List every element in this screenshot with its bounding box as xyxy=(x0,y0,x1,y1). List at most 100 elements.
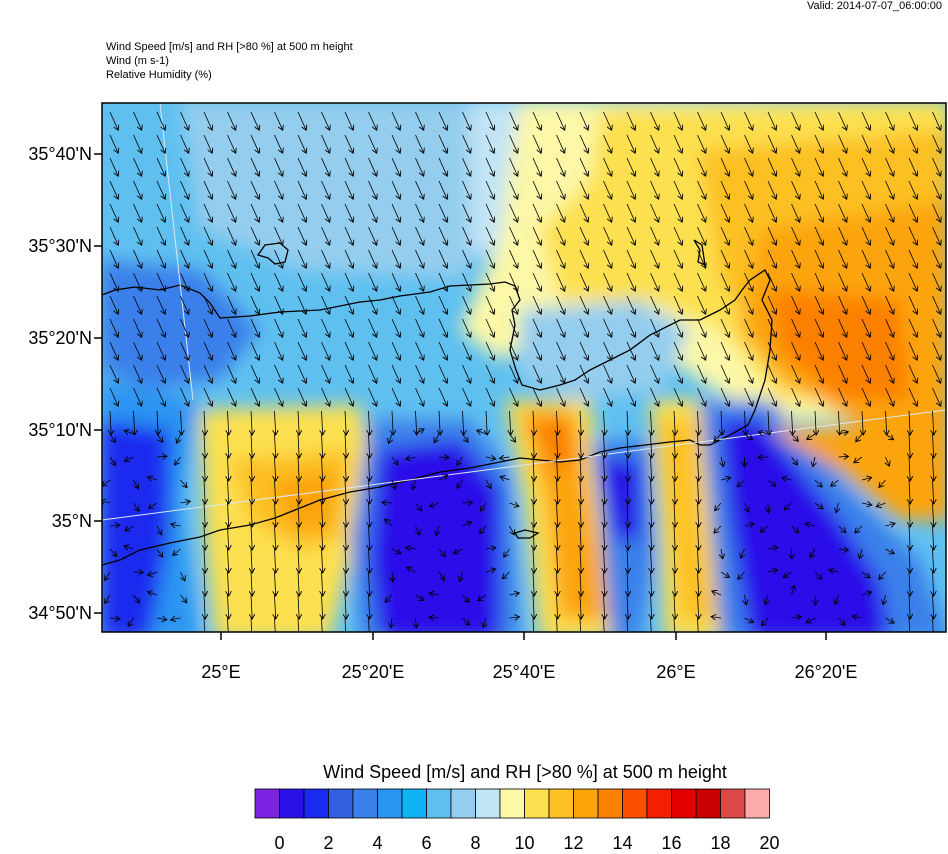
wind-arrow xyxy=(204,479,205,504)
wind-arrow xyxy=(932,180,941,199)
wind-arrow xyxy=(275,410,276,435)
wind-arrow xyxy=(698,456,699,481)
wind-arrow xyxy=(509,295,518,314)
wind-arrow xyxy=(180,341,189,360)
wind-arrow xyxy=(109,456,115,466)
wind-arrow xyxy=(767,295,776,314)
wind-arrow xyxy=(744,341,753,360)
wind-arrow xyxy=(838,341,847,360)
wind-arrow xyxy=(298,525,299,550)
lon-label: 26°E xyxy=(656,662,695,682)
wind-arrow xyxy=(579,341,588,360)
wind-arrow xyxy=(204,548,205,573)
wind-arrow xyxy=(274,295,283,314)
wind-arrow xyxy=(204,433,205,458)
wind-arrow xyxy=(885,295,894,314)
wind-arrow xyxy=(133,479,139,489)
wind-arrow xyxy=(438,249,447,268)
wind-arrow xyxy=(180,272,189,291)
wind-arrow xyxy=(885,203,894,222)
wind-arrow xyxy=(345,479,346,504)
wind-arrow xyxy=(438,157,447,176)
wind-arrow xyxy=(861,592,872,595)
wind-arrow xyxy=(369,433,370,458)
wind-arrow xyxy=(603,203,612,222)
wind-arrow xyxy=(180,364,189,383)
wind-arrow xyxy=(297,111,306,130)
wind-arrow xyxy=(932,272,941,291)
wind-arrow xyxy=(861,387,870,406)
wind-arrow xyxy=(651,479,652,504)
wind-arrow xyxy=(580,479,581,504)
wind-arrow xyxy=(744,157,753,176)
wind-arrow xyxy=(480,502,487,511)
wind-arrow xyxy=(791,157,800,176)
wind-vectors xyxy=(102,111,941,632)
wind-arrow xyxy=(509,593,520,595)
wind-arrow xyxy=(908,111,917,130)
wind-arrow xyxy=(604,525,605,550)
wind-arrow xyxy=(580,433,581,458)
wind-arrow xyxy=(885,548,895,554)
wind-arrow xyxy=(321,111,330,130)
wind-arrow xyxy=(133,157,142,176)
wind-arrow xyxy=(767,203,776,222)
wind-arrow xyxy=(698,594,699,619)
wind-arrow xyxy=(697,134,706,153)
wind-arrow xyxy=(908,617,911,632)
colorbar xyxy=(254,788,770,819)
wind-arrow xyxy=(415,341,424,360)
colorbar-cell xyxy=(377,788,403,819)
wind-arrow xyxy=(792,586,795,596)
wind-arrow xyxy=(720,180,729,199)
wind-arrow xyxy=(149,502,158,508)
wind-arrow xyxy=(580,548,581,573)
wind-arrow xyxy=(109,180,118,199)
wind-arrow xyxy=(933,594,934,619)
wind-arrow xyxy=(204,410,205,435)
wind-arrow xyxy=(109,364,118,383)
wind-arrow xyxy=(297,134,306,153)
wind-arrow xyxy=(274,318,283,337)
wind-arrow xyxy=(580,456,581,481)
wind-arrow xyxy=(391,318,400,337)
wind-arrow xyxy=(711,617,722,618)
wind-arrow xyxy=(651,502,652,527)
wind-arrow xyxy=(533,571,534,596)
wind-arrow xyxy=(204,571,205,596)
wind-arrow xyxy=(203,111,212,130)
wind-arrow xyxy=(932,111,941,130)
wind-arrow xyxy=(767,341,776,360)
wind-arrow xyxy=(204,502,205,527)
wind-arrow xyxy=(604,548,605,573)
wind-arrow xyxy=(532,134,541,153)
wind-arrow xyxy=(298,410,299,435)
wind-arrow xyxy=(250,157,259,176)
wind-arrow xyxy=(227,295,236,314)
wind-arrow xyxy=(250,387,259,406)
wind-arrow xyxy=(415,111,424,130)
wind-arrow xyxy=(758,432,769,434)
wind-arrow xyxy=(861,318,870,337)
wind-arrow xyxy=(156,203,165,222)
wind-arrow xyxy=(838,157,847,176)
wind-arrow xyxy=(181,571,186,581)
wind-arrow xyxy=(509,226,518,245)
wind-arrow xyxy=(109,618,120,619)
wind-arrow xyxy=(626,180,635,199)
wind-arrow xyxy=(745,594,747,605)
wind-arrow xyxy=(227,180,236,199)
wind-arrow xyxy=(556,341,565,360)
wind-arrow xyxy=(720,157,729,176)
wind-arrow xyxy=(462,157,471,176)
wind-arrow xyxy=(227,617,229,632)
wind-arrow xyxy=(720,226,729,245)
wind-arrow xyxy=(673,157,682,176)
axis-labels: 35°40'N 35°30'N 35°20'N 35°10'N 35°N 34°… xyxy=(28,144,857,682)
wind-arrow xyxy=(406,457,416,459)
wind-arrow xyxy=(651,594,652,619)
wind-arrow xyxy=(791,456,798,465)
wind-arrow xyxy=(344,157,353,176)
colorbar-tick-label: 20 xyxy=(759,833,780,853)
wind-arrow xyxy=(714,433,722,441)
